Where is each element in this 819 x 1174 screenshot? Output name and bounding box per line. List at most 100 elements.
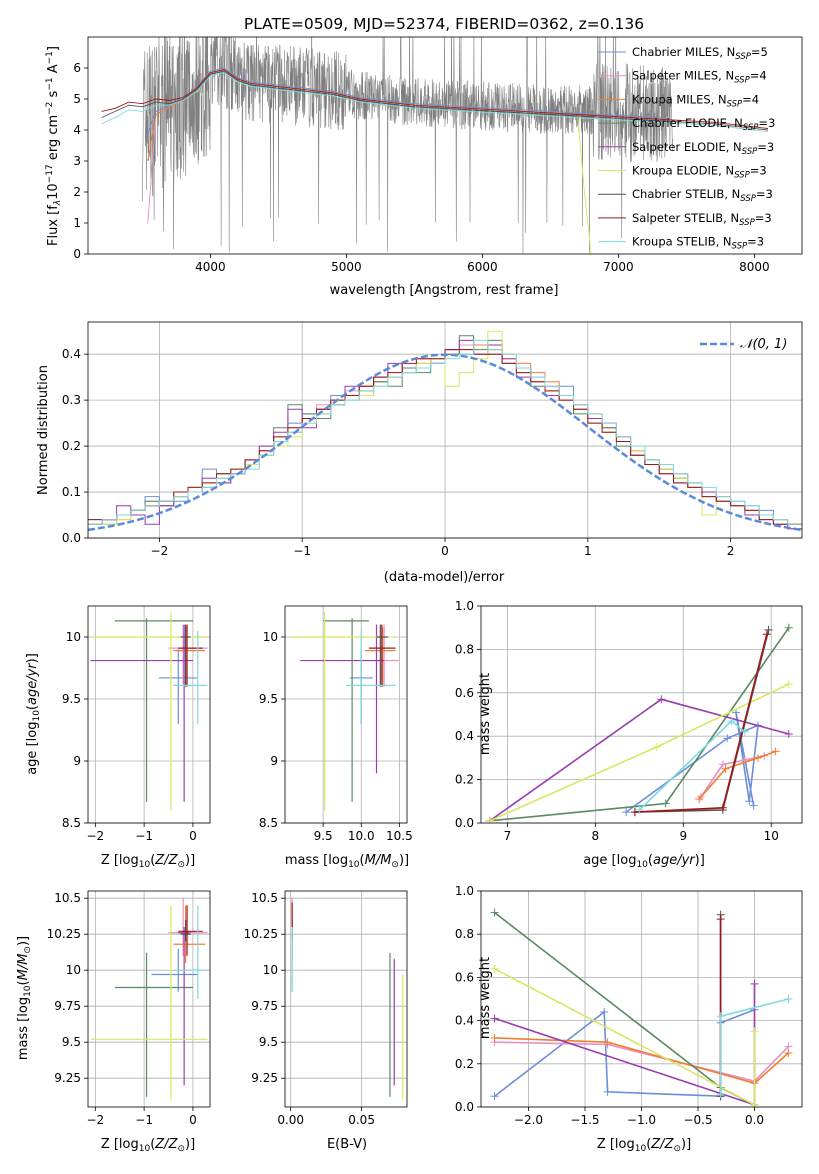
- spectrum-ytick-label: 5: [73, 92, 81, 106]
- legend-label-5: Kroupa ELODIE, NSSP=3: [632, 164, 767, 181]
- mw_vs_Z-xtick-label: 0.0: [745, 1113, 764, 1127]
- age_vs_mass-plot-area: [292, 612, 400, 811]
- age_vs_Z-ytick-label: 9.5: [62, 692, 81, 706]
- mass_vs_ebv-ytick-label: 9.25: [251, 1071, 278, 1085]
- mass-vs-ebv-panel: 0.00 0.05 9.25 9.5 9.75 10 10.25 10.5 E(B-V): [244, 890, 408, 1152]
- mw_vs_Z-ytick-label: 0.8: [455, 927, 474, 941]
- mw_vs_age-plot-area: [485, 623, 793, 823]
- mw_vs_Z-xtick-label: −1.5: [570, 1113, 599, 1127]
- mass-vs-z-xlabel: Z [log10(Z/Z⊙)]: [101, 1137, 195, 1154]
- legend-label-6: Chabrier STELIB, NSSP=3: [632, 187, 773, 204]
- mass_vs_Z-point-3: [114, 952, 193, 1097]
- model-line-6: [101, 70, 769, 131]
- spectrum-ytick-label: 3: [73, 154, 81, 168]
- mw_vs_age-marker: [749, 801, 758, 810]
- mass_vs_Z-xtick-label: −2: [86, 1113, 104, 1127]
- age_vs_Z-point-6: [180, 624, 191, 687]
- residuals-plot-area: [88, 330, 802, 532]
- age_vs_mass-point-7: [368, 624, 396, 687]
- mw_vs_age-line-2: [698, 750, 776, 800]
- age_vs_mass-point-3: [323, 618, 369, 802]
- age_vs_Z-xtick-label: 0: [189, 829, 197, 843]
- mw_vs_age-marker: [784, 730, 793, 739]
- mw_vs_Z-line-0: [494, 1009, 755, 1098]
- mw_vs_age-marker: [652, 743, 661, 752]
- mw_vs_age-marker: [784, 680, 793, 689]
- age_vs_Z-ytick-label: 10: [66, 630, 81, 644]
- mass_vs_Z-ytick-label: 10: [66, 963, 81, 977]
- residuals-ytick-label: 0.3: [62, 393, 81, 407]
- age_vs_Z-xtick-label: −1: [135, 829, 153, 843]
- age_vs_mass-point-4: [300, 624, 385, 774]
- mw_vs_Z-ytick-label: 1.0: [455, 884, 474, 898]
- spectrum-xlabel: wavelength [Angstrom, rest frame]: [330, 283, 559, 298]
- mw_vs_Z-marker: [490, 1014, 499, 1023]
- mass_vs_Z-point-4: [178, 927, 191, 1086]
- age_vs_Z-point-8: [173, 630, 208, 724]
- mw_vs_age-marker: [635, 805, 644, 814]
- mass_vs_Z-xtick-label: 0: [189, 1113, 197, 1127]
- residuals-panel: −2 −1 0 1 2 0.0 0.1 0.2 0.3 0.4 (data-model)/erro…: [36, 321, 803, 585]
- mass_vs_ebv-ytick-label: 9.5: [259, 1035, 278, 1049]
- mw_vs_Z-xtick-label: −1.0: [627, 1113, 656, 1127]
- legend-label-1: Salpeter MILES, NSSP=4: [632, 69, 767, 86]
- mw_vs_Z-ytick-label: 0.6: [455, 970, 474, 984]
- mw_vs_age-marker: [762, 630, 771, 639]
- residuals-ytick-label: 0.4: [62, 347, 81, 361]
- mw_vs_age-marker: [485, 816, 494, 823]
- mass-vs-z-ylabel: mass [log10(M/M⊙)]: [16, 936, 33, 1060]
- age_vs_Z-point-4: [90, 624, 193, 802]
- spectrum-panel: PLATE=0509, MJD=52374, FIBERID=0362, z=0…: [45, 15, 803, 298]
- mass_vs_Z-point-7: [178, 905, 203, 956]
- age_vs_Z-frame: [87, 605, 211, 824]
- mass_vs_ebv-plot-area: [291, 898, 404, 1100]
- mass_vs_ebv-ytick-label: 10.5: [251, 891, 278, 905]
- mw_vs_age-ytick-label: 0.4: [455, 729, 474, 743]
- age-vs-mass-panel: 9.5 10.0 10.5 8.5 9 9.5 10 mass [log10(M/M⊙)]: [259, 605, 413, 870]
- mw_vs_age-marker: [727, 717, 736, 726]
- residuals-xtick-label: 1: [584, 544, 592, 558]
- mw_vs_age-marker: [718, 760, 727, 769]
- mw_vs_age-marker: [657, 695, 666, 704]
- mw_vs_age-marker: [784, 623, 793, 632]
- mass-vs-ebv-xlabel: E(B-V): [327, 1137, 367, 1152]
- mw_vs_age-marker: [745, 797, 754, 806]
- mw_vs_Z-marker: [716, 1012, 725, 1021]
- mw_vs_age-marker: [754, 753, 763, 762]
- mw_vs_age-ticks: 7 8 9 10 0.0 0.2 0.4 0.6 0.8 1.0: [455, 599, 779, 843]
- mw_vs_age-marker: [622, 808, 631, 817]
- age_vs_Z-point-0: [158, 649, 198, 724]
- mw_vs_Z-marker: [750, 1100, 759, 1107]
- age-vs-mass-xlabel: mass [log10(M/M⊙)]: [285, 853, 409, 870]
- residuals-frame: [87, 321, 803, 539]
- mass_vs_Z-point-6: [180, 919, 191, 942]
- mw_vs_Z-marker: [750, 979, 759, 988]
- mass_vs_Z-ytick-label: 9.25: [54, 1071, 81, 1085]
- mw_vs_Z-marker: [490, 964, 499, 973]
- mass_vs_Z-ytick-label: 10.5: [54, 891, 81, 905]
- mw_vs_Z-xtick-label: −2.0: [514, 1113, 543, 1127]
- age_vs_mass-point-8: [346, 630, 396, 724]
- residuals-ytick-label: 0.1: [62, 485, 81, 499]
- mw_vs_age-xtick-label: 7: [504, 829, 512, 843]
- massweight-vs-z-ylabel: mass weight: [478, 957, 493, 1039]
- residuals-ylabel: Normed distribution: [36, 365, 51, 495]
- mass_vs_Z-point-5: [90, 905, 208, 1100]
- mw_vs_Z-marker: [750, 1027, 759, 1036]
- age-vs-z-ylabel: age [log10(age/yr)]: [25, 653, 42, 775]
- age_vs_Z-point-7: [178, 624, 203, 687]
- mass_vs_ebv-grid: [285, 891, 407, 1107]
- residuals-xlabel: (data-model)/error: [384, 570, 505, 585]
- spectrum-ylabel: Flux [fλ10−17 erg cm−2 s−1 A−1]: [45, 46, 63, 246]
- mass_vs_Z-point-8: [173, 905, 208, 999]
- mw_vs_age-marker: [695, 795, 704, 804]
- mass_vs_ebv-ticks: 0.00 0.05 9.25 9.5 9.75 10 10.25 10.5: [244, 891, 375, 1127]
- mw_vs_Z-marker: [784, 1049, 793, 1057]
- mw_vs_age-marker: [718, 803, 727, 812]
- model-line-7: [101, 69, 769, 129]
- age_vs_mass-frame: [284, 605, 408, 824]
- model-line-0: [147, 67, 673, 134]
- spectrum-ytick-label: 0: [73, 247, 81, 261]
- spectrum-legend: Chabrier MILES, NSSP=5 Salpeter MILES, NS…: [598, 45, 775, 252]
- observed-spectrum-line: [142, 37, 673, 254]
